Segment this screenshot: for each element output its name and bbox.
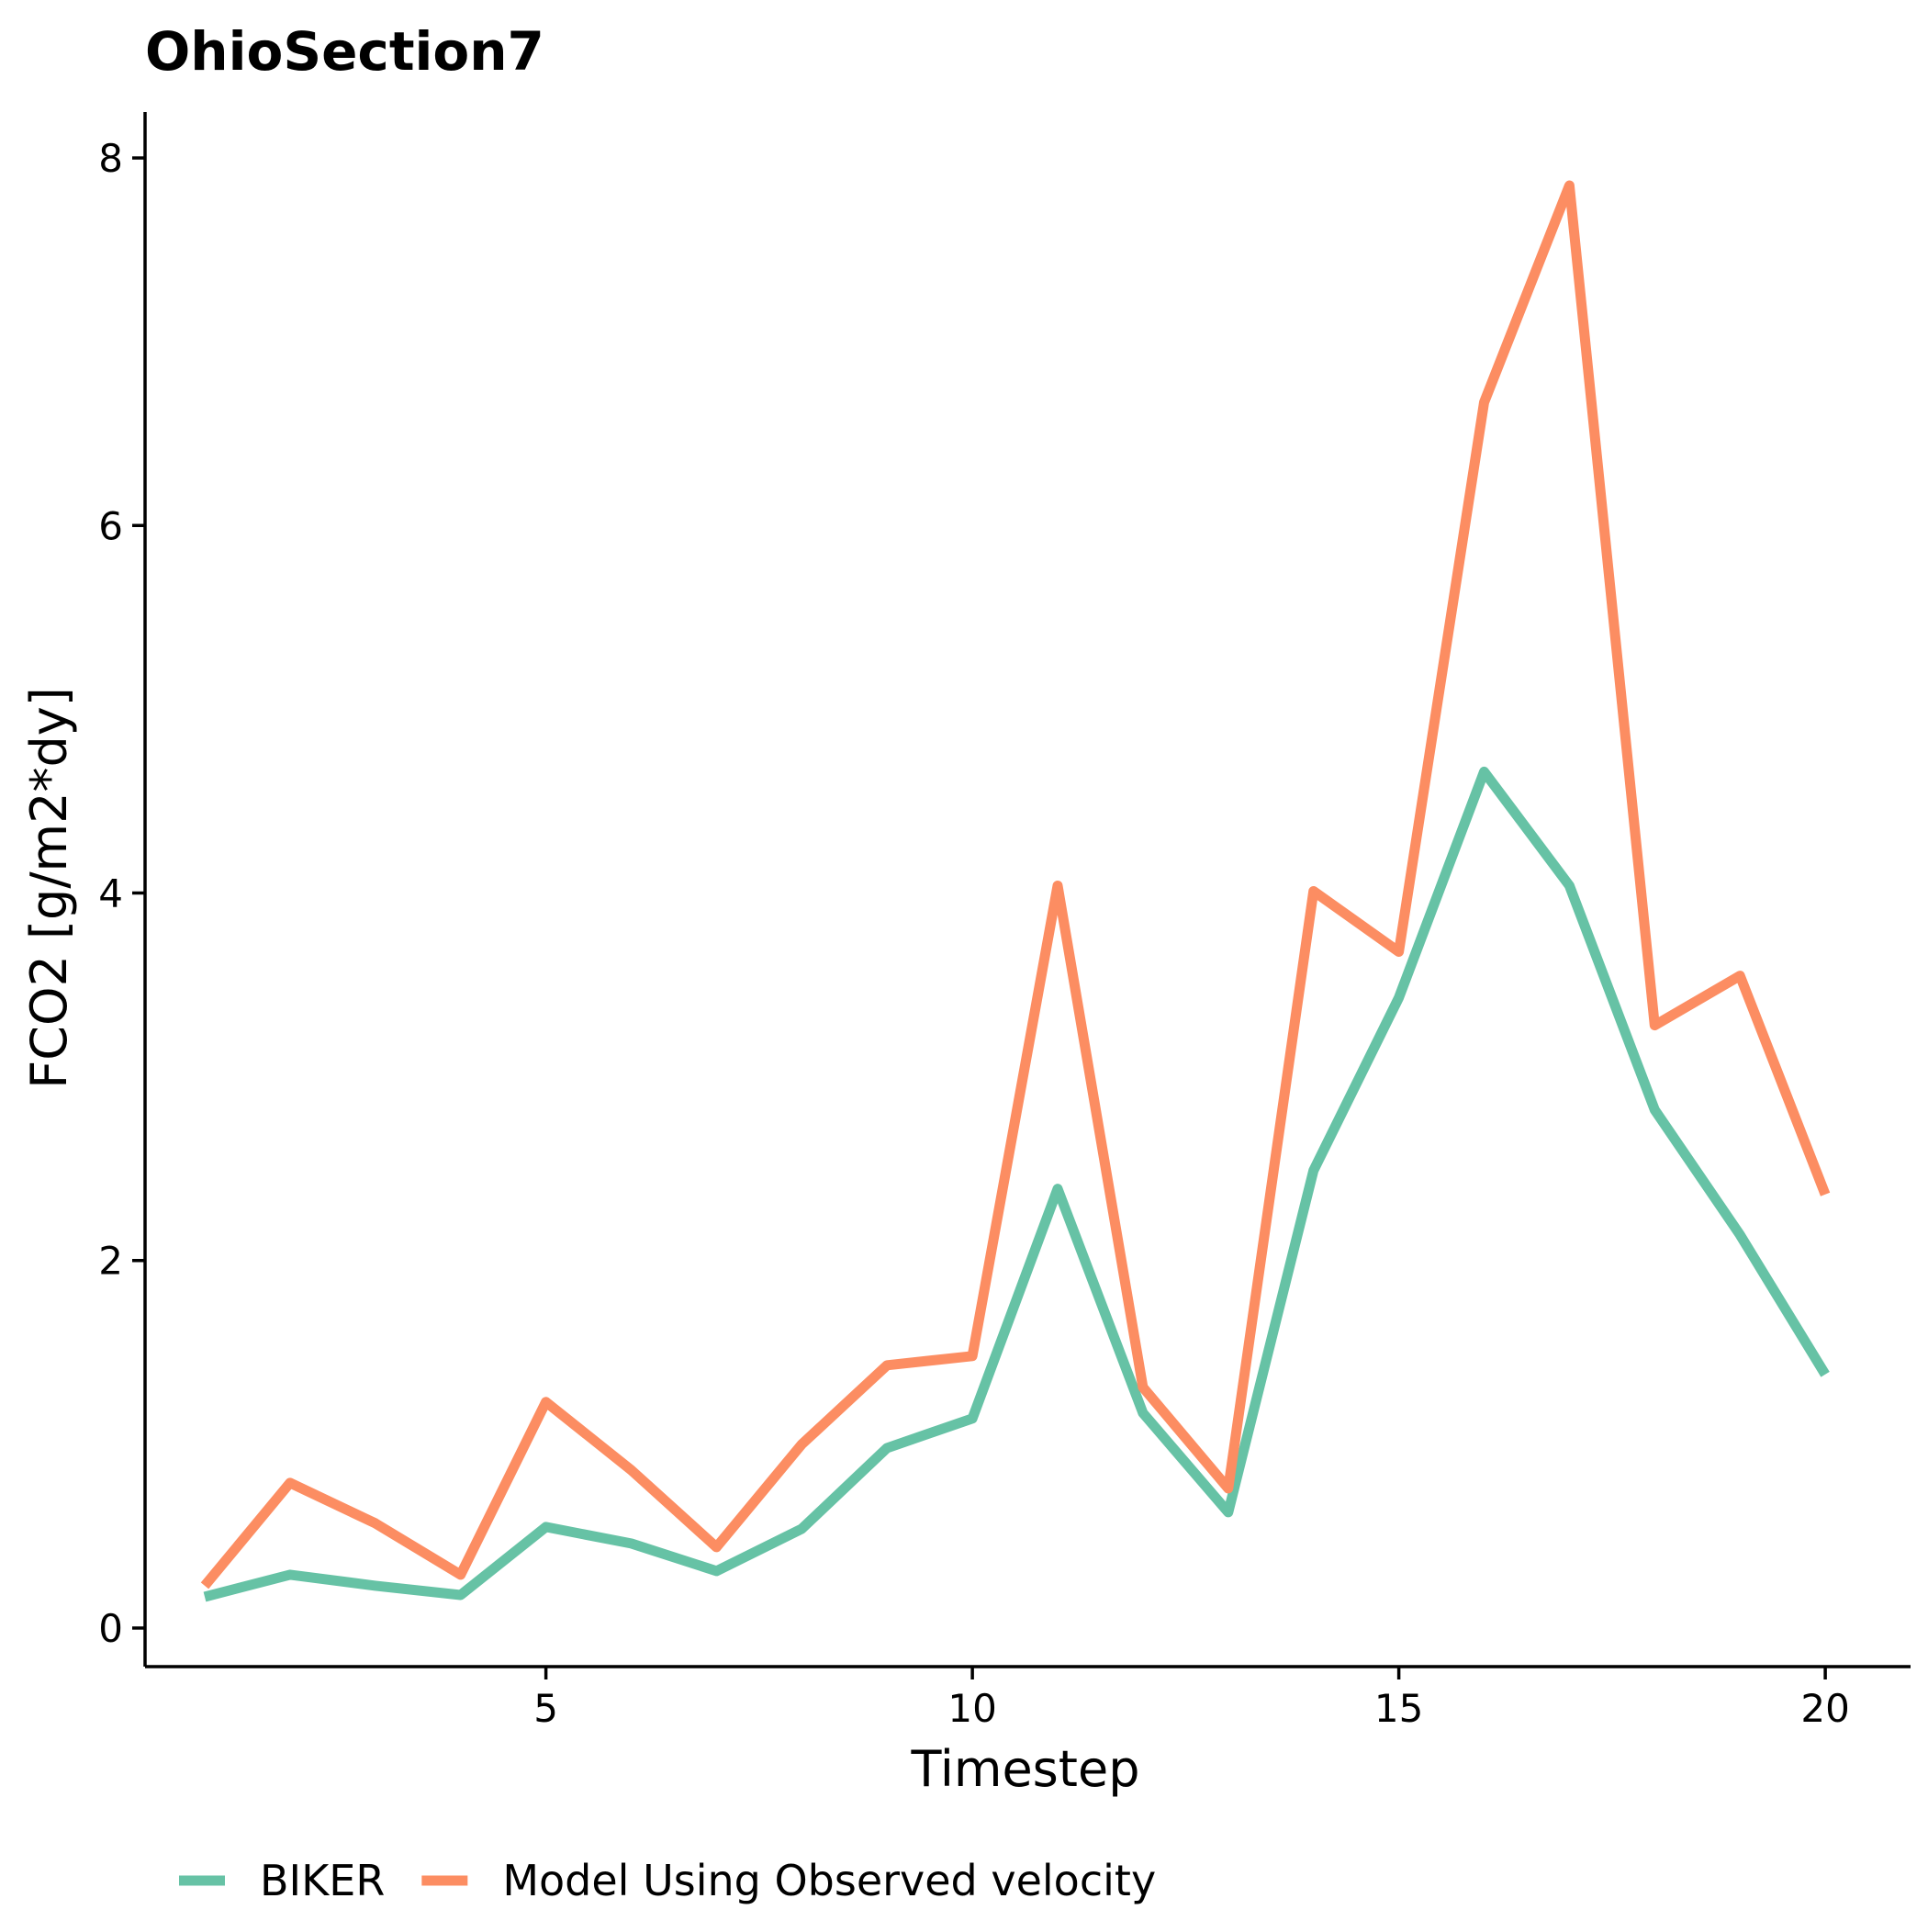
chart-title: OhioSection7 (145, 20, 544, 83)
axes: 0 2 4 6 8 5 10 15 20 (98, 112, 1911, 1731)
series-line-1 (200, 180, 1831, 1589)
x-tick-label: 10 (947, 1686, 996, 1731)
x-tick-label: 20 (1800, 1686, 1849, 1731)
y-tick-label: 6 (98, 503, 123, 548)
y-tick-label: 4 (98, 871, 123, 916)
y-tick-label: 8 (98, 136, 123, 181)
series-line-0 (203, 766, 1830, 1602)
x-tick-label: 5 (533, 1686, 558, 1731)
y-tick-label: 0 (98, 1606, 123, 1651)
x-tick-label: 15 (1374, 1686, 1423, 1731)
plot-lines (200, 180, 1831, 1602)
y-tick-label: 2 (98, 1239, 123, 1284)
legend-label-0: BIKER (260, 1856, 385, 1905)
legend-label-1: Model Using Observed velocity (502, 1856, 1156, 1905)
legend: BIKER Model Using Observed velocity (179, 1856, 1156, 1905)
x-axis-label: Timestep (911, 1740, 1140, 1798)
y-axis-label: FCO2 [g/m2*dy] (20, 687, 78, 1089)
